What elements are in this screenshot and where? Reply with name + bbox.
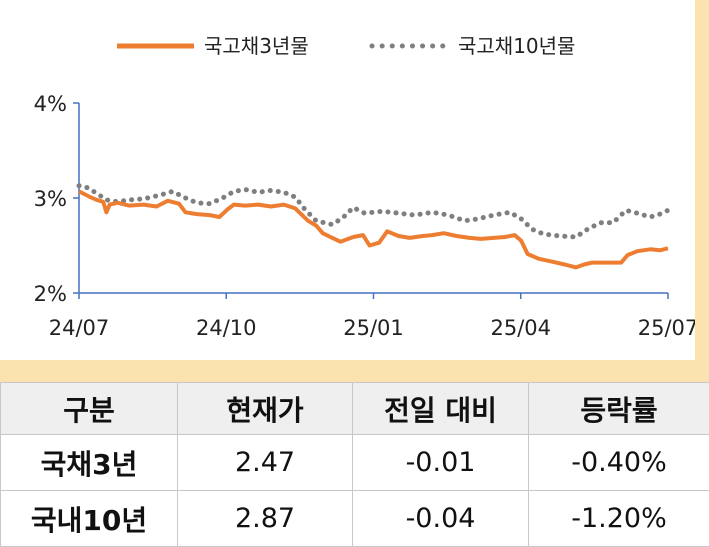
row-rate: -0.40% bbox=[529, 435, 709, 491]
y-tick-label: 4% bbox=[34, 92, 67, 116]
header-category: 구분 bbox=[1, 383, 178, 435]
table-row: 국채3년 2.47 -0.01 -0.40% bbox=[1, 435, 709, 491]
x-tick-label: 25/04 bbox=[490, 316, 551, 340]
x-tick-label: 25/07 bbox=[638, 316, 695, 340]
row-price: 2.87 bbox=[178, 491, 353, 547]
x-tick-label: 24/10 bbox=[196, 316, 257, 340]
row-change: -0.04 bbox=[353, 491, 529, 547]
header-rate: 등락률 bbox=[529, 383, 709, 435]
header-price: 현재가 bbox=[178, 383, 353, 435]
chart-panel: 국고채3년물 국고채10년물 2% 3% 4% 24/07 24/10 25/01 25/0… bbox=[0, 0, 695, 360]
series-layer bbox=[79, 186, 668, 268]
x-tick-label: 25/01 bbox=[343, 316, 404, 340]
row-rate: -1.20% bbox=[529, 491, 709, 547]
yield-summary-table: 구분 현재가 전일 대비 등락률 국채3년 2.47 -0.01 -0.40% … bbox=[0, 382, 709, 547]
table-row: 국내10년 2.87 -0.04 -1.20% bbox=[1, 491, 709, 547]
y-tick-label: 2% bbox=[34, 282, 67, 306]
y-tick-label: 3% bbox=[34, 187, 67, 211]
axis-ticks: 2% 3% 4% 24/07 24/10 25/01 25/04 25/07 bbox=[34, 92, 695, 340]
chart-legend: 국고채3년물 국고채10년물 bbox=[117, 34, 575, 58]
legend-label-3y: 국고채3년물 bbox=[204, 34, 309, 58]
row-change: -0.01 bbox=[353, 435, 529, 491]
series-line-3y bbox=[79, 191, 668, 267]
separator-band bbox=[0, 360, 709, 382]
row-price: 2.47 bbox=[178, 435, 353, 491]
row-label: 국내10년 bbox=[1, 491, 178, 547]
x-tick-label: 24/07 bbox=[49, 316, 110, 340]
row-label: 국채3년 bbox=[1, 435, 178, 491]
legend-label-10y: 국고채10년물 bbox=[458, 34, 575, 58]
header-change: 전일 대비 bbox=[353, 383, 529, 435]
table-header-row: 구분 현재가 전일 대비 등락률 bbox=[1, 383, 709, 435]
series-line-10y bbox=[79, 186, 668, 237]
yield-line-chart: 국고채3년물 국고채10년물 2% 3% 4% 24/07 24/10 25/01 25/0… bbox=[0, 0, 695, 360]
